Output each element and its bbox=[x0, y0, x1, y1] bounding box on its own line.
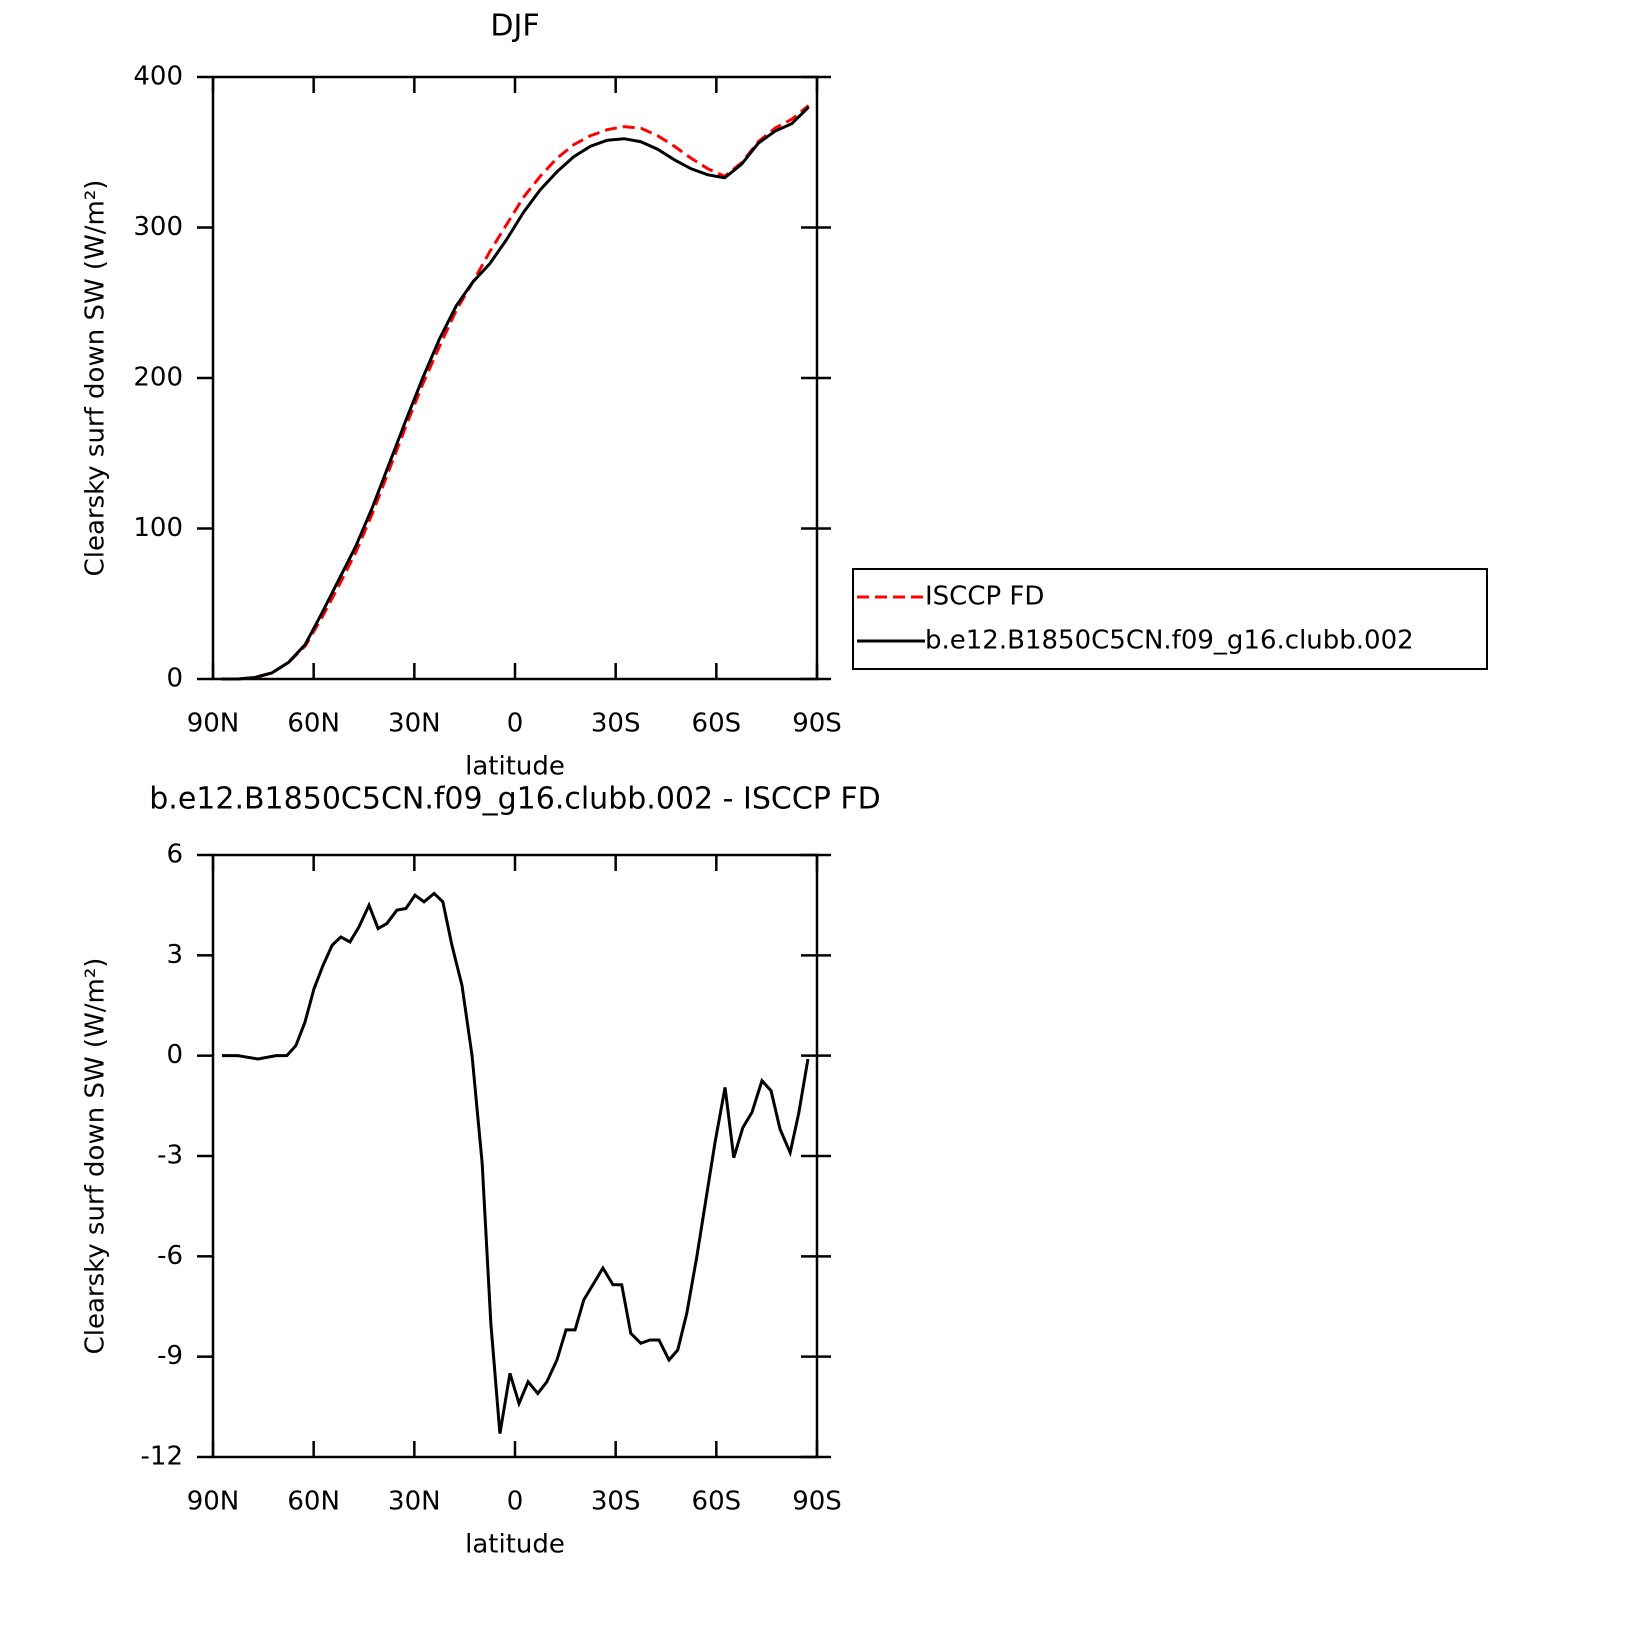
x-tick-label: 30N bbox=[388, 1487, 441, 1517]
y-tick-label: 100 bbox=[133, 513, 183, 543]
y-tick-label: 0 bbox=[166, 1040, 183, 1070]
legend-box bbox=[852, 568, 1488, 670]
x-tick-label: 30N bbox=[388, 709, 441, 739]
y-tick-label: -9 bbox=[157, 1341, 183, 1371]
legend-label: b.e12.B1850C5CN.f09_g16.clubb.002 bbox=[925, 626, 1414, 656]
x-tick-label: 30S bbox=[591, 709, 641, 739]
x-tick-label: 30S bbox=[591, 1487, 641, 1517]
x-axis-title: latitude bbox=[465, 752, 565, 782]
plot-frame bbox=[211, 75, 819, 681]
y-tick-label: -6 bbox=[157, 1241, 183, 1271]
x-tick-label: 60S bbox=[692, 1487, 742, 1517]
y-tick-label: -3 bbox=[157, 1141, 183, 1171]
legend-label: ISCCP FD bbox=[925, 582, 1044, 612]
x-tick-label: 90N bbox=[187, 709, 240, 739]
x-tick-label: 60N bbox=[287, 709, 340, 739]
y-tick-label: 200 bbox=[133, 363, 183, 393]
data-line bbox=[222, 891, 810, 1434]
data-line bbox=[221, 104, 810, 681]
x-axis-title: latitude bbox=[465, 1530, 565, 1560]
y-tick-label: 0 bbox=[166, 664, 183, 694]
x-tick-label: 60N bbox=[287, 1487, 340, 1517]
x-tick-label: 90N bbox=[187, 1487, 240, 1517]
y-tick-label: 400 bbox=[133, 62, 183, 92]
chart-title: DJF bbox=[490, 9, 539, 44]
x-tick-label: 0 bbox=[507, 1487, 524, 1517]
x-tick-label: 90S bbox=[792, 709, 842, 739]
y-tick-label: 300 bbox=[133, 212, 183, 242]
plot-frame bbox=[211, 853, 819, 1459]
chart-title: b.e12.B1850C5CN.f09_g16.clubb.002 - ISCC… bbox=[149, 782, 881, 817]
data-line bbox=[221, 106, 810, 681]
y-tick-label: -12 bbox=[141, 1442, 183, 1472]
x-tick-label: 0 bbox=[507, 709, 524, 739]
y-axis-title: Clearsky surf down SW (W/m²) bbox=[81, 180, 111, 577]
y-tick-label: 3 bbox=[166, 940, 183, 970]
x-tick-label: 90S bbox=[792, 1487, 842, 1517]
y-axis-title: Clearsky surf down SW (W/m²) bbox=[81, 958, 111, 1355]
x-tick-label: 60S bbox=[692, 709, 742, 739]
y-tick-label: 6 bbox=[166, 840, 183, 870]
